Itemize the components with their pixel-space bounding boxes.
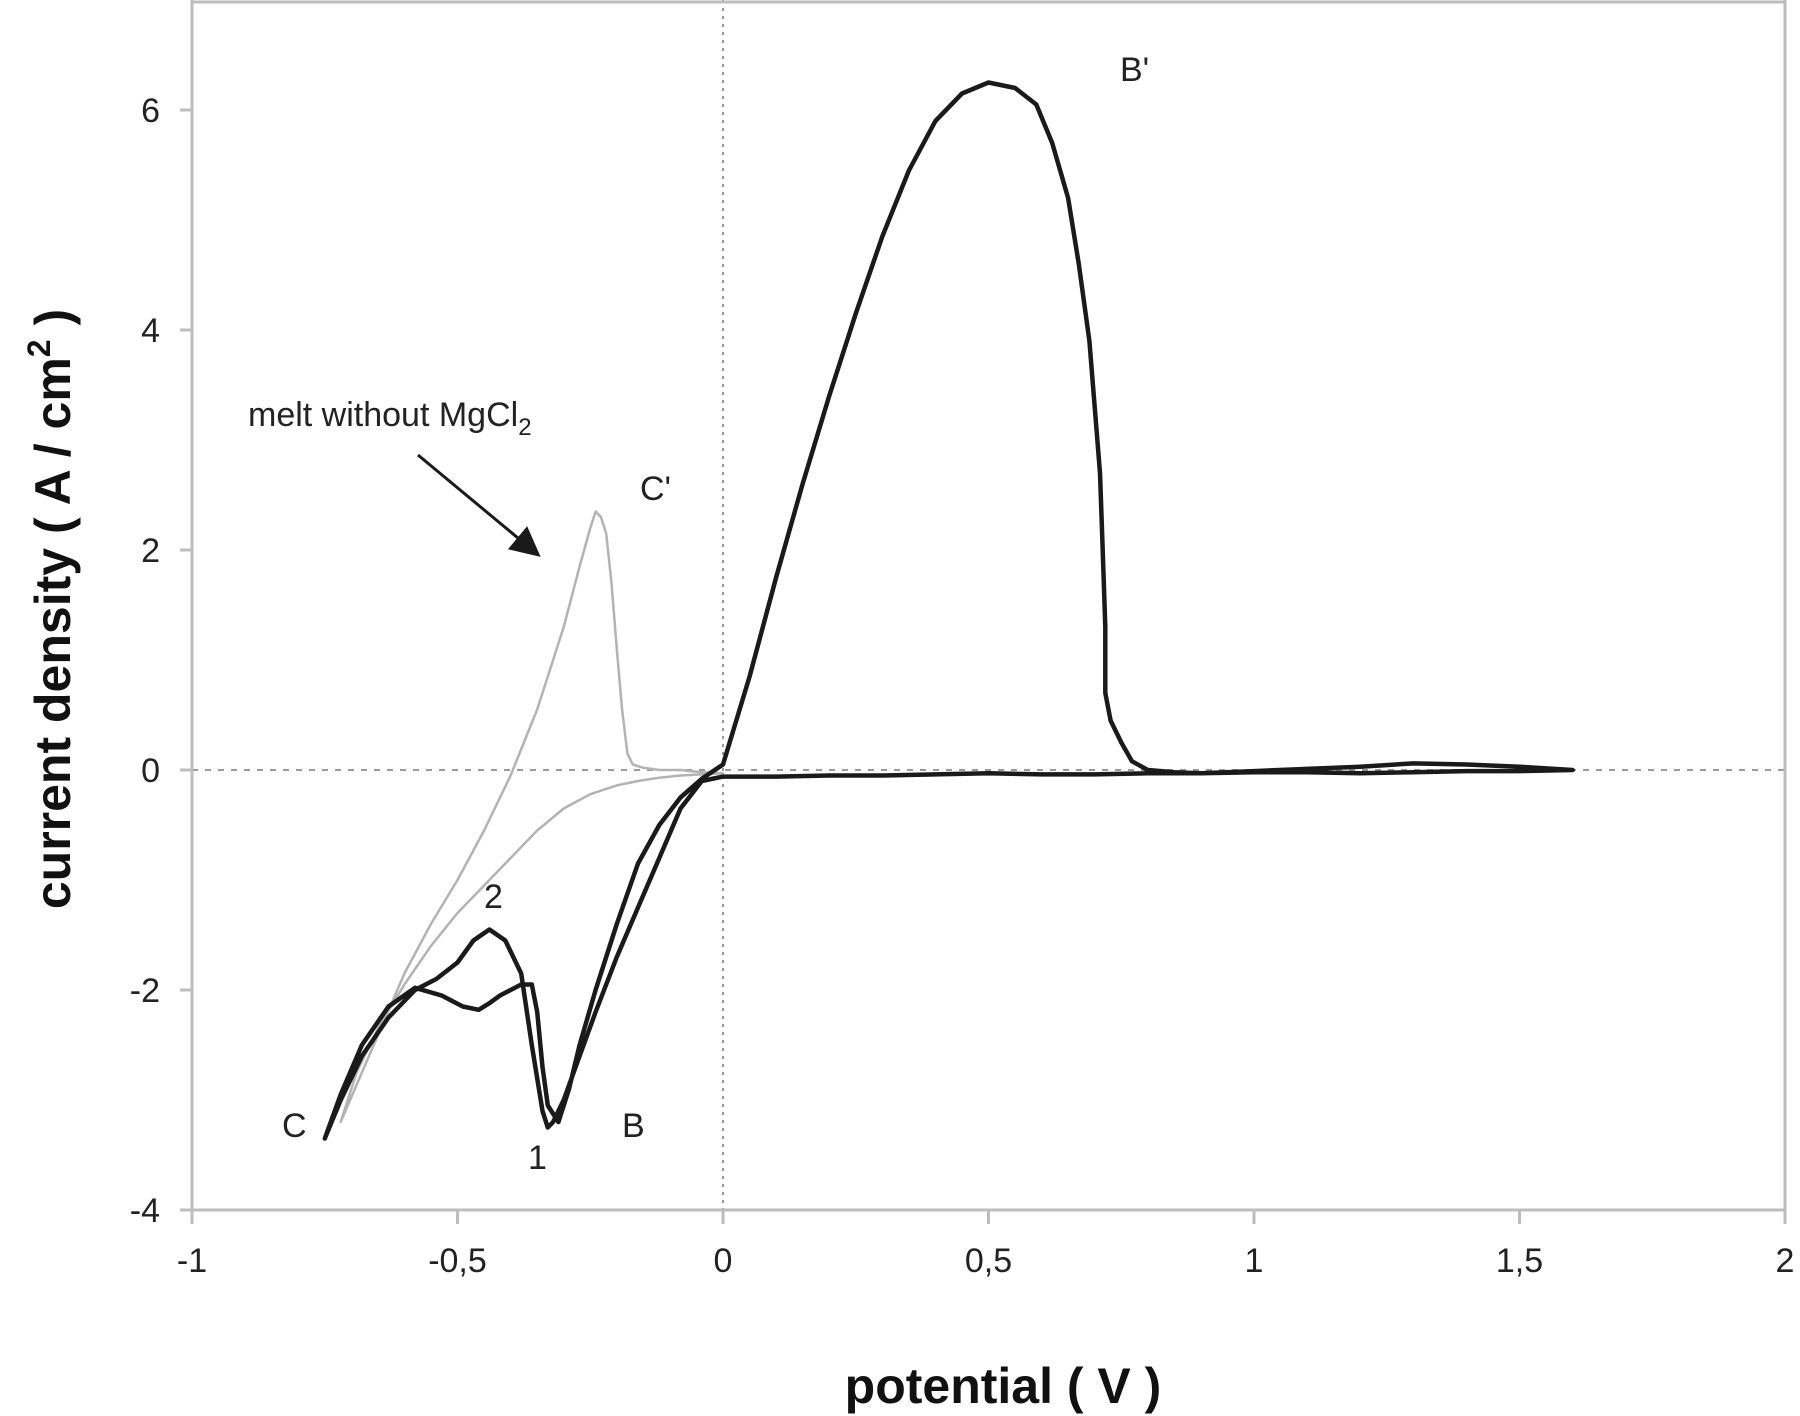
label-c-prime: C' [640,470,671,508]
x-tick-label: -1 [177,1242,207,1280]
x-tick-label: 1,5 [1496,1242,1543,1280]
y-axis-title: current density ( A / cm2 ) [21,309,81,909]
label-c: C [282,1107,307,1145]
label-peak-2: 2 [484,878,503,916]
x-tick-label: 1 [1245,1242,1264,1280]
label-b-prime: B' [1120,51,1149,89]
x-axis-ticks: -1 -0,5 0 0,5 1 1,5 2 [177,1210,1795,1280]
x-tick-label: 2 [1776,1242,1795,1280]
x-tick-label: 0,5 [965,1242,1012,1280]
y-axis-title-superscript: 2 [21,339,57,357]
x-tick-label: -0,5 [428,1242,487,1280]
y-tick-label: 6 [141,92,160,130]
series-main-curve [322,80,1575,1141]
reference-lines [192,0,1785,1210]
label-peak-1: 1 [528,1139,547,1177]
melt-label-main: melt without MgCl [248,396,518,434]
melt-without-mgcl2-label: melt without MgCl2 [248,396,532,441]
melt-label-arrow [417,453,541,557]
melt-label-subscript: 2 [518,414,531,441]
x-axis-title: potential ( V ) [845,1358,1162,1414]
y-tick-label: 2 [141,532,160,570]
y-tick-label: -4 [130,1192,160,1230]
y-tick-label: 0 [141,752,160,790]
x-tick-label: 0 [714,1242,733,1280]
label-b: B [622,1107,645,1145]
annotations: melt without MgCl2 B' C' C B 1 2 [248,51,1149,1177]
y-axis-title-end: ) [25,309,81,340]
y-axis-title-main: current density ( A / cm [25,357,81,909]
series-melt-curve [339,510,725,1124]
y-axis-ticks: -4 -2 0 2 4 6 [130,92,192,1230]
plot-area-frame [190,0,1787,1212]
series-layer [322,80,1575,1141]
y-tick-label: -2 [130,972,160,1010]
y-tick-label: 4 [141,312,160,350]
